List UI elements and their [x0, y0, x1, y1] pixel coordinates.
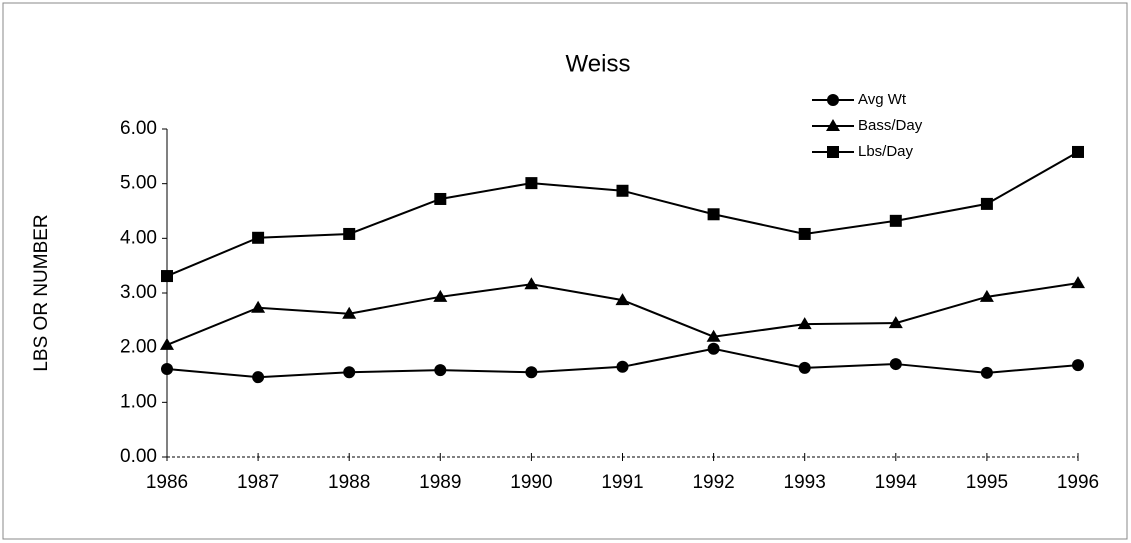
data-point: [980, 197, 993, 210]
data-point: [161, 362, 173, 375]
x-tick-label: 1988: [328, 472, 370, 493]
data-point: [797, 317, 812, 330]
data-point: [160, 337, 174, 350]
data-point: [889, 358, 902, 371]
data-point: [1071, 276, 1085, 289]
x-tick-label: 1986: [146, 472, 188, 493]
data-point: [707, 342, 720, 355]
y-tick-label: 2.00: [120, 337, 157, 358]
data-point: [1072, 359, 1084, 372]
data-point: [251, 300, 266, 313]
data-point: [525, 177, 538, 190]
x-tick-label: 1989: [419, 472, 461, 493]
data-point: [161, 270, 173, 283]
data-point: [252, 231, 265, 244]
data-point: [343, 227, 356, 240]
series-line: [166, 282, 1079, 346]
data-point: [343, 366, 356, 379]
data-point: [433, 289, 448, 302]
y-tick-label: 1.00: [120, 391, 157, 412]
chart-title: Weiss: [566, 50, 631, 77]
x-tick-label: 1994: [875, 472, 918, 493]
data-point: [616, 184, 629, 197]
x-tick-label: 1993: [784, 472, 826, 493]
y-tick-label: 5.00: [120, 173, 157, 194]
legend-marker: [826, 119, 840, 131]
legend-label: Avg Wt: [858, 91, 907, 108]
data-point: [434, 192, 447, 205]
data-point: [706, 329, 721, 342]
data-point: [525, 366, 538, 379]
x-tick-label: 1987: [237, 472, 279, 493]
legend-marker: [827, 146, 839, 158]
data-point: [980, 366, 993, 379]
data-point: [798, 227, 811, 240]
y-tick-label: 4.00: [120, 227, 157, 248]
data-point: [979, 289, 994, 302]
y-tick-label: 0.00: [120, 446, 157, 467]
data-point: [616, 360, 629, 373]
data-point: [524, 277, 539, 290]
x-tick-label: 1990: [510, 472, 552, 493]
legend-label: Lbs/Day: [858, 143, 914, 160]
legend-marker: [827, 94, 839, 106]
y-tick-label: 3.00: [120, 282, 157, 303]
data-point: [342, 306, 357, 319]
legend-label: Bass/Day: [858, 117, 923, 134]
x-tick-label: 1995: [966, 472, 1008, 493]
y-axis-label: LBS OR NUMBER: [31, 214, 52, 371]
data-point: [707, 208, 720, 221]
x-tick-label: 1992: [692, 472, 734, 493]
data-point: [252, 371, 265, 384]
y-tick-label: 6.00: [120, 118, 157, 139]
data-point: [1072, 145, 1084, 158]
data-point: [889, 214, 902, 227]
x-tick-label: 1996: [1057, 472, 1099, 493]
data-point: [434, 364, 447, 377]
data-point: [615, 293, 630, 306]
x-tick-label: 1991: [601, 472, 643, 493]
data-point: [798, 361, 811, 374]
data-point: [888, 316, 903, 329]
series-line: [166, 151, 1079, 277]
